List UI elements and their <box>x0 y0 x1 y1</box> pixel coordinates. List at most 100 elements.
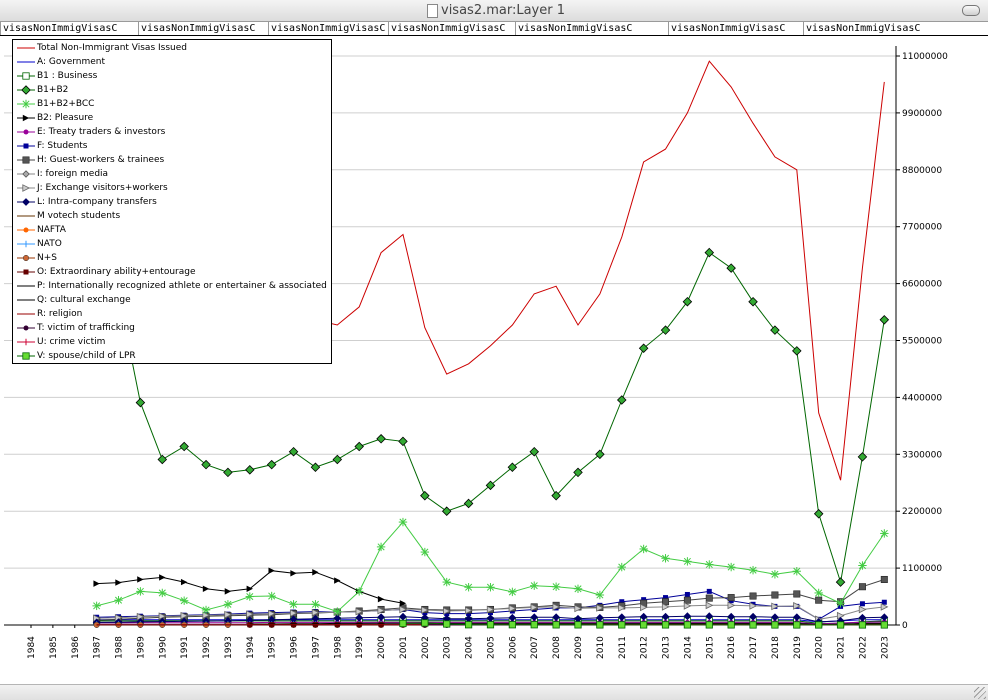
data-point <box>596 591 604 599</box>
data-point <box>443 507 451 515</box>
data-point <box>355 587 363 595</box>
data-point <box>793 567 801 575</box>
x-tick-label: 2017 <box>749 636 759 659</box>
data-point <box>136 587 144 595</box>
resize-grip-icon[interactable] <box>974 687 986 699</box>
legend-swatch <box>16 41 36 55</box>
legend-swatch <box>16 237 36 251</box>
legend-label: E: Treaty traders & investors <box>37 125 165 139</box>
legend-swatch <box>16 321 36 335</box>
column-header[interactable]: visasNonImmigVisasC <box>268 22 385 35</box>
data-point <box>575 622 581 628</box>
column-header[interactable]: visasNonImmigVisasC <box>515 22 632 35</box>
data-point <box>661 554 669 562</box>
legend-swatch <box>16 153 36 167</box>
column-header[interactable]: visasNonImmigVisasC <box>803 22 920 35</box>
x-tick-label: 1989 <box>136 636 146 659</box>
legend-swatch <box>16 251 36 265</box>
data-point <box>464 583 472 591</box>
column-header[interactable]: visasNonImmigVisasC <box>138 22 255 35</box>
y-tick-label: 8800000 <box>902 166 942 176</box>
data-point <box>421 548 429 556</box>
data-point <box>93 580 99 586</box>
data-point <box>333 455 341 463</box>
data-point <box>860 601 865 606</box>
data-point <box>662 622 668 628</box>
legend-label: B1+B2 <box>37 83 68 97</box>
x-tick-label: 2020 <box>815 636 825 659</box>
x-tick-label: 2023 <box>880 636 890 659</box>
y-tick-label: 9900000 <box>902 109 942 119</box>
data-point <box>772 622 778 628</box>
data-point <box>508 588 516 596</box>
x-tick-label: 2022 <box>858 636 868 659</box>
data-point <box>707 589 712 594</box>
x-tick-label: 1995 <box>268 636 278 659</box>
data-point <box>377 543 385 551</box>
data-point <box>399 518 407 526</box>
legend-label: U: crime victim <box>37 335 105 349</box>
legend-swatch <box>16 69 36 83</box>
x-tick-label: 2004 <box>465 636 475 659</box>
legend-label: P: Internationally recognized athlete or… <box>37 279 327 293</box>
y-tick-label: 0 <box>902 621 908 631</box>
legend-swatch <box>16 209 36 223</box>
x-tick-label: 2002 <box>421 636 431 659</box>
data-point <box>640 622 646 628</box>
data-point <box>814 589 822 597</box>
data-point <box>597 622 603 628</box>
legend-marker <box>24 228 29 233</box>
legend-swatch <box>16 195 36 209</box>
data-point <box>683 557 691 565</box>
data-point <box>399 437 407 445</box>
legend-label: R: religion <box>37 307 82 321</box>
legend-marker <box>23 171 29 177</box>
window-titlebar[interactable]: visas2.mar:Layer 1 <box>0 0 988 22</box>
data-point <box>289 600 297 608</box>
data-point <box>443 578 451 586</box>
legend-marker <box>23 339 29 345</box>
data-point <box>794 622 800 628</box>
toolbar-toggle-button[interactable] <box>962 5 980 16</box>
data-point <box>158 589 166 597</box>
y-tick-label: 2200000 <box>902 507 942 517</box>
data-point <box>859 584 865 590</box>
data-point <box>750 622 756 628</box>
x-tick-label: 1987 <box>93 636 103 659</box>
data-point <box>267 592 275 600</box>
data-point <box>422 620 428 626</box>
data-point <box>771 570 779 578</box>
data-point <box>509 622 515 628</box>
x-tick-label: 1998 <box>333 636 343 659</box>
x-tick-label: 2021 <box>837 636 847 659</box>
legend-label: T: victim of trafficking <box>37 321 135 335</box>
legend-swatch <box>16 279 36 293</box>
data-point <box>530 581 538 589</box>
legend-marker <box>23 199 29 205</box>
legend-swatch <box>16 167 36 181</box>
y-tick-label: 7700000 <box>902 223 942 233</box>
column-header[interactable]: visasNonImmigVisasC <box>0 22 117 35</box>
y-tick-label: 4400000 <box>902 393 942 403</box>
x-tick-label: 1990 <box>158 636 168 659</box>
x-tick-label: 2000 <box>377 636 387 659</box>
legend-label: B1+B2+BCC <box>37 97 94 111</box>
data-point <box>400 620 406 626</box>
data-point <box>685 592 690 597</box>
legend-marker <box>23 185 29 191</box>
data-point <box>377 435 385 443</box>
x-tick-label: 2015 <box>705 636 715 659</box>
data-point <box>705 560 713 568</box>
data-point <box>311 463 319 471</box>
column-header[interactable]: visasNonImmigVisasC <box>668 22 785 35</box>
data-point <box>815 622 821 628</box>
column-header[interactable]: visasNonImmigVisasC <box>388 22 505 35</box>
x-tick-label: 1994 <box>246 636 256 659</box>
data-point <box>750 593 756 599</box>
legend-swatch <box>16 265 36 279</box>
legend-swatch <box>16 223 36 237</box>
legend-swatch <box>16 55 36 69</box>
x-tick-label: 2005 <box>486 636 496 659</box>
series-line <box>97 522 885 612</box>
x-tick-label: 1992 <box>202 636 212 659</box>
